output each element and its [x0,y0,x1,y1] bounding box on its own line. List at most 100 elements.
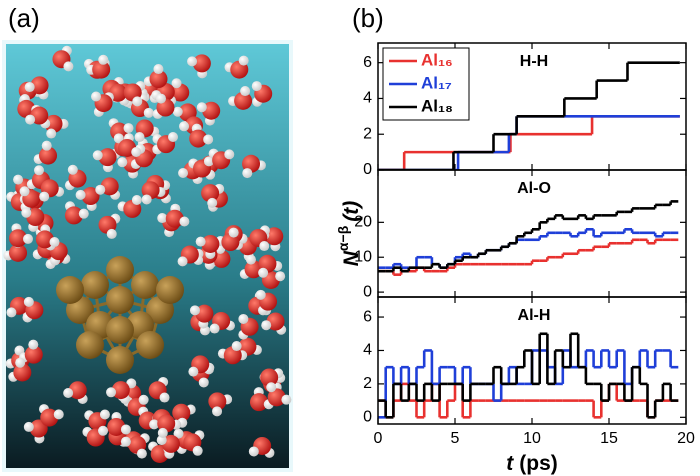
hydrogen-atom [23,421,34,432]
x-axis-label-part: (ps) [519,452,558,475]
hydrogen-atom [248,446,259,457]
hydrogen-atom [192,445,203,456]
hydrogen-atom [15,357,26,368]
hydrogen-atom [123,123,134,134]
oxygen-atom [35,230,54,249]
hydrogen-atom [39,191,50,202]
hydrogen-atom [240,86,251,97]
x-axis-label-part: t [506,452,514,475]
hydrogen-atom [156,93,167,104]
hydrogen-atom [98,425,109,436]
hydrogen-atom [149,419,160,430]
hydrogen-atom [106,387,117,398]
hydrogen-atom [171,78,182,89]
panel-label: (b) [352,3,384,33]
hydrogen-atom [259,241,270,252]
hydrogen-atom [157,213,168,224]
oxygen-atom [68,381,87,400]
hydrogen-atom [242,168,253,179]
hydrogen-atom [198,377,209,388]
hydrogen-atom [258,267,269,278]
plot-lines [378,200,679,276]
hydrogen-atom [63,388,74,399]
hydrogen-atom [22,233,33,244]
hydrogen-atom [209,323,220,334]
hydrogen-atom [131,195,142,206]
hydrogen-atom [21,207,32,218]
oxygen-atom [13,363,32,382]
oxygen-atom [107,417,126,436]
aluminum-atom [106,346,134,374]
hydrogen-atom [188,366,199,377]
hydrogen-atom [212,406,223,417]
hydrogen-atom [153,64,164,75]
oxygen-atom [195,304,214,323]
oxygen-atom [189,129,208,148]
oxygen-atom [30,76,49,95]
hydrogen-atom [138,394,149,405]
aluminum-atom [106,286,134,314]
hydrogen-atom [157,427,168,438]
oxygen-atom [100,177,119,196]
hydrogen-atom [106,228,117,239]
hydrogen-atom [251,81,262,92]
hydrogen-atom [78,208,89,219]
hydrogen-atom [99,409,110,420]
hydrogen-atom [196,102,207,113]
oxygen-atom [267,388,286,407]
hydrogen-atom [63,61,74,72]
hydrogen-atom [24,82,35,93]
hydrogen-atom [23,296,34,307]
oxygen-atom [221,233,240,252]
hydrogen-atom [228,227,239,238]
panel-label: (a) [8,3,40,33]
hydrogen-atom [75,189,86,200]
y-axis-label: Nα−β (t) [335,201,363,266]
hydrogen-atom [41,140,52,151]
hydrogen-atom [19,186,30,197]
y-tick-label: 0 [363,283,372,300]
aluminum-atom [106,316,134,344]
oxygen-atom [40,408,59,427]
y-tick-label: 2 [363,125,372,142]
panel-title: Al-O [517,180,551,197]
hydrogen-atom [245,254,256,265]
hydrogen-atom [203,156,214,167]
y-tick-label: 6 [363,308,372,325]
oxygen-atom [98,148,117,167]
hydrogen-atom [177,256,188,267]
hydrogen-atom [172,106,183,117]
aluminum-atom [81,271,109,299]
y-tick-label: 20 [354,214,372,231]
y-axis-label-part: N [340,250,363,266]
hydrogen-atom [126,378,137,389]
y-tick-label: 0 [363,161,372,178]
legend-label: Al₁₈ [421,96,453,115]
hydrogen-atom [224,149,235,160]
aluminum-atom [56,276,84,304]
hydrogen-atom [187,56,198,67]
oxygen-atom [9,243,28,262]
y-tick-label: 0 [363,409,372,426]
oxygen-atom [111,381,130,400]
oxygen-atom [244,260,263,279]
molecular-snapshot [3,45,292,463]
hydrogen-atom [49,237,60,248]
oxygen-atom [260,368,279,387]
y-tick-label: 10 [354,248,372,265]
panel-title: H-H [520,53,548,70]
oxygen-atom [201,184,220,203]
hydrogen-atom [6,307,17,318]
hydrogen-atom [141,194,152,205]
oxygen-atom [265,227,284,246]
oxygen-atom [249,393,268,412]
legend-label: Al₁₆ [421,50,453,69]
hydrogen-atom [266,382,277,393]
aluminum-atom [156,276,184,304]
aluminum-atom [131,271,159,299]
hydrogen-atom [203,134,214,145]
oxygen-atom [149,70,168,89]
hydrogen-atom [189,305,200,316]
hydrogen-atom [120,436,131,447]
